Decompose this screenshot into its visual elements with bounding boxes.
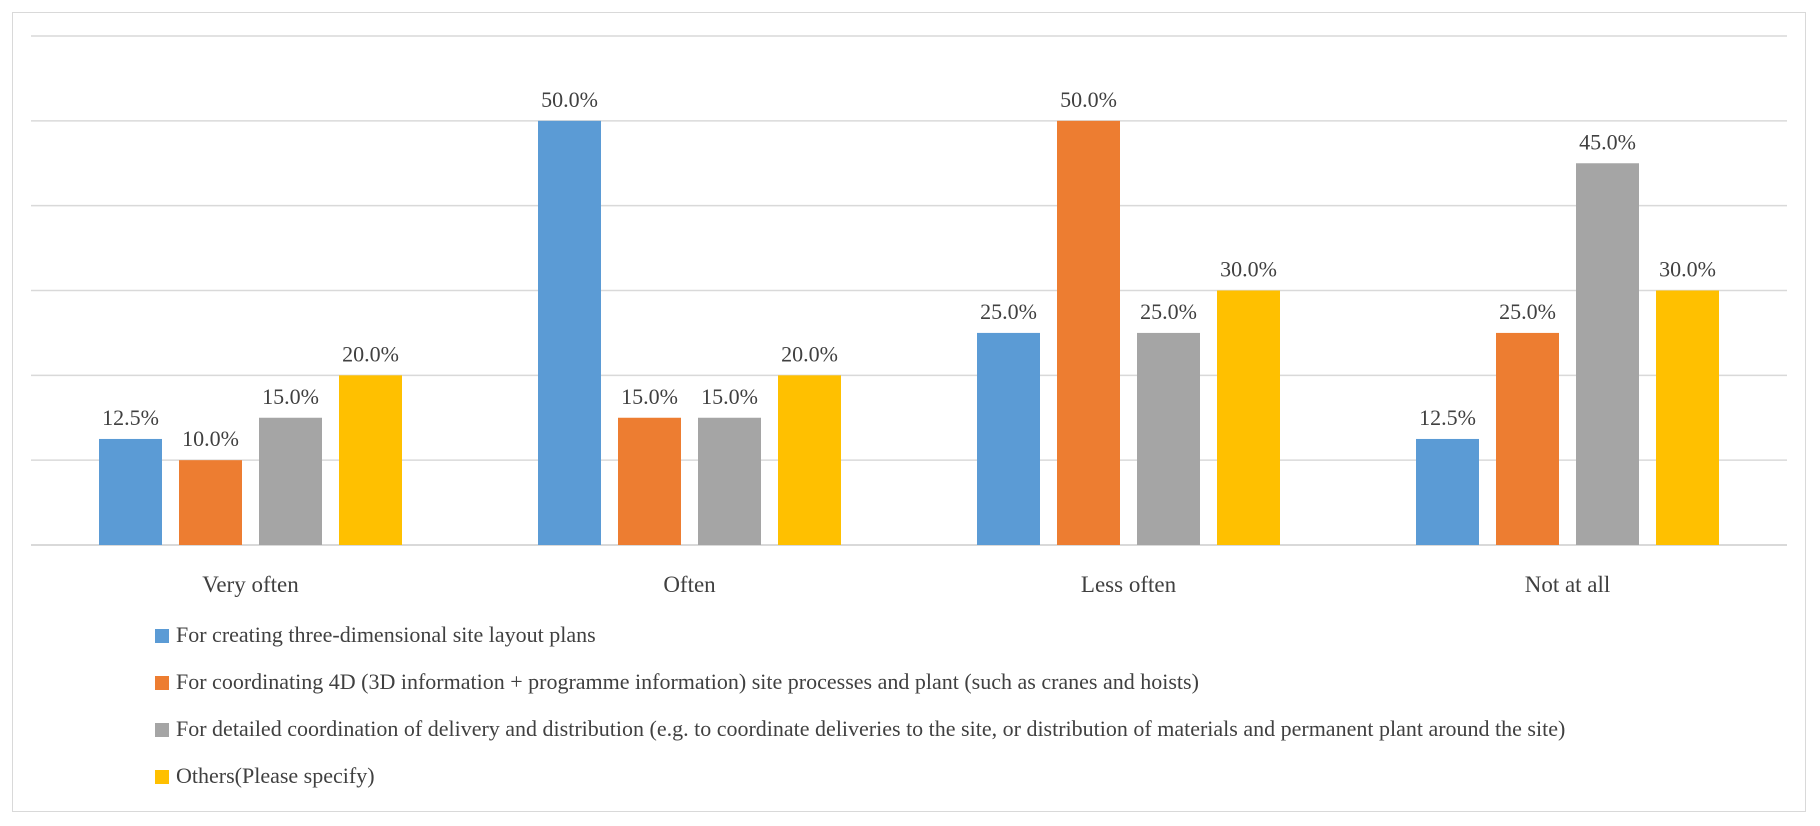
bar-less-often-series-3 xyxy=(1137,332,1200,545)
data-label: 30.0% xyxy=(1220,257,1277,282)
data-label: 20.0% xyxy=(781,341,838,366)
bar-less-often-series-4 xyxy=(1217,290,1280,545)
bar-not-at-all-series-1 xyxy=(1416,438,1479,545)
data-label: 25.0% xyxy=(1499,299,1556,324)
bar-very-often-series-3 xyxy=(259,417,322,545)
x-axis-tick-labels: Very often Often Less often Not at all xyxy=(202,572,1610,597)
bar-often-series-3 xyxy=(698,417,761,545)
data-label: 25.0% xyxy=(980,299,1037,324)
bar-less-often-series-1 xyxy=(977,332,1040,545)
legend-swatch xyxy=(155,629,169,643)
legend-label: For creating three-dimensional site layo… xyxy=(176,622,596,647)
data-label: 30.0% xyxy=(1659,257,1716,282)
x-tick-label: Not at all xyxy=(1525,572,1611,597)
data-label: 25.0% xyxy=(1140,299,1197,324)
bar-not-at-all-series-2 xyxy=(1496,332,1559,545)
bar-very-often-series-4 xyxy=(339,375,402,545)
bars xyxy=(99,120,1719,545)
data-label: 15.0% xyxy=(262,384,319,409)
legend-swatch xyxy=(155,676,169,690)
bar-very-often-series-1 xyxy=(99,438,162,545)
bar-not-at-all-series-4 xyxy=(1656,290,1719,545)
legend-swatch xyxy=(155,770,169,784)
data-label: 12.5% xyxy=(1419,405,1476,430)
bar-often-series-1 xyxy=(538,120,601,545)
bar-less-often-series-2 xyxy=(1057,120,1120,545)
legend-label: For coordinating 4D (3D information + pr… xyxy=(176,669,1199,694)
x-tick-label: Less often xyxy=(1081,572,1177,597)
bar-not-at-all-series-3 xyxy=(1576,163,1639,545)
bar-very-often-series-2 xyxy=(179,460,242,545)
data-label: 50.0% xyxy=(541,87,598,112)
data-label: 12.5% xyxy=(102,405,159,430)
legend-label: Others(Please specify) xyxy=(176,763,375,788)
data-label: 20.0% xyxy=(342,341,399,366)
x-tick-label: Often xyxy=(663,572,716,597)
bar-often-series-4 xyxy=(778,375,841,545)
legend-swatch xyxy=(155,723,169,737)
x-tick-label: Very often xyxy=(202,572,299,597)
data-label: 50.0% xyxy=(1060,87,1117,112)
data-label: 45.0% xyxy=(1579,129,1636,154)
bar-often-series-2 xyxy=(618,417,681,545)
data-label: 15.0% xyxy=(621,384,678,409)
legend-label: For detailed coordination of delivery an… xyxy=(176,716,1565,741)
data-labels: 12.5% 10.0% 15.0% 20.0% 50.0% 15.0% 15.0% 20.0%… xyxy=(102,87,1716,451)
data-label: 10.0% xyxy=(182,426,239,451)
gridlines xyxy=(31,35,1787,546)
data-label: 15.0% xyxy=(701,384,758,409)
legend: For creating three-dimensional site layo… xyxy=(155,622,1565,788)
